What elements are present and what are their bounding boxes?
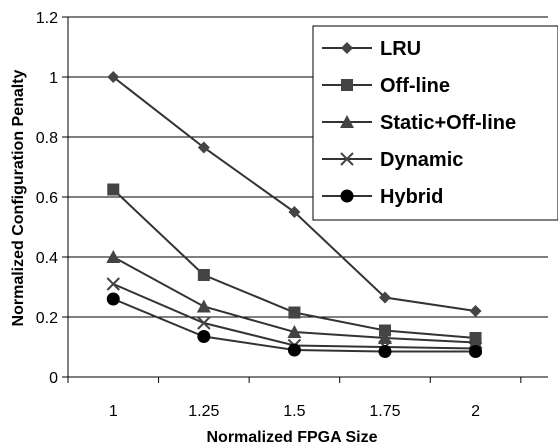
legend-items: LRU Off-line Static+Off-line Dynamic Hybrid <box>322 38 516 208</box>
y-tick-label: 0 <box>49 370 58 387</box>
data-point-dynamic <box>106 277 120 291</box>
legend-label: Off-line <box>380 75 450 97</box>
y-tick-label: 0.6 <box>36 190 58 207</box>
data-point-off-line <box>288 306 301 319</box>
legend-item-off-line: Off-line <box>322 75 450 97</box>
legend-marker-off-line <box>341 79 353 91</box>
data-point-hybrid <box>469 345 483 358</box>
x-tick-label: 1 <box>109 403 118 420</box>
x-tick-label: 1.5 <box>283 403 305 420</box>
legend-label: Hybrid <box>380 186 443 208</box>
x-tick-labels: 1 1.25 1.5 1.75 2 <box>109 403 480 420</box>
y-tick-labels: 0 0.2 0.4 0.6 0.8 1 1.2 <box>36 10 58 387</box>
legend-label: Dynamic <box>380 149 463 171</box>
data-point-static-off-line <box>106 250 121 263</box>
data-point-off-line <box>107 183 120 196</box>
data-point-lru <box>378 291 391 304</box>
legend-item-lru: LRU <box>322 38 421 60</box>
legend-label: LRU <box>380 38 421 60</box>
legend-marker-static-off-line <box>340 115 354 128</box>
data-point-dynamic <box>197 316 211 330</box>
series-hybrid <box>106 292 483 358</box>
legend-item-dynamic: Dynamic <box>322 149 463 171</box>
grid-lines <box>68 16 548 318</box>
data-point-static-off-line <box>196 299 211 313</box>
data-point-static-off-line <box>287 325 302 338</box>
data-point-off-line <box>197 269 210 281</box>
y-tick-label: 0.8 <box>36 130 58 147</box>
x-tick-label: 1.75 <box>369 403 400 420</box>
legend-item-hybrid: Hybrid <box>322 186 443 208</box>
data-point-lru <box>197 141 210 154</box>
legend-marker-lru <box>341 42 353 54</box>
y-tick-label: 0.2 <box>36 310 58 327</box>
series-lru <box>107 71 482 317</box>
data-point-hybrid <box>197 330 211 343</box>
data-point-hybrid <box>106 292 120 306</box>
legend: LRU Off-line Static+Off-line Dynamic Hybrid <box>312 25 558 221</box>
legend-marker-dynamic <box>340 152 354 166</box>
x-tick-label: 1.25 <box>188 403 219 420</box>
x-tick-label: 2 <box>471 403 480 420</box>
legend-label: Static+Off-line <box>380 112 516 134</box>
data-point-lru <box>107 71 120 83</box>
data-point-hybrid <box>378 345 392 358</box>
data-point-off-line <box>378 324 391 337</box>
series-group <box>106 71 483 358</box>
legend-item-static-off-line: Static+Off-line <box>322 112 516 134</box>
axes <box>62 16 548 383</box>
data-point-lru <box>288 206 301 218</box>
data-point-lru <box>469 305 482 317</box>
y-tick-label: 1 <box>49 70 58 87</box>
y-tick-label: 1.2 <box>36 10 58 27</box>
x-axis-title: Normalized FPGA Size <box>207 429 378 445</box>
series-off-line <box>107 183 482 344</box>
data-point-hybrid <box>287 343 301 357</box>
data-point-static-off-line <box>377 331 392 344</box>
legend-marker-hybrid <box>340 189 354 203</box>
y-tick-label: 0.4 <box>36 250 58 267</box>
y-axis-title: Normalized Configuration Penalty <box>10 69 27 326</box>
